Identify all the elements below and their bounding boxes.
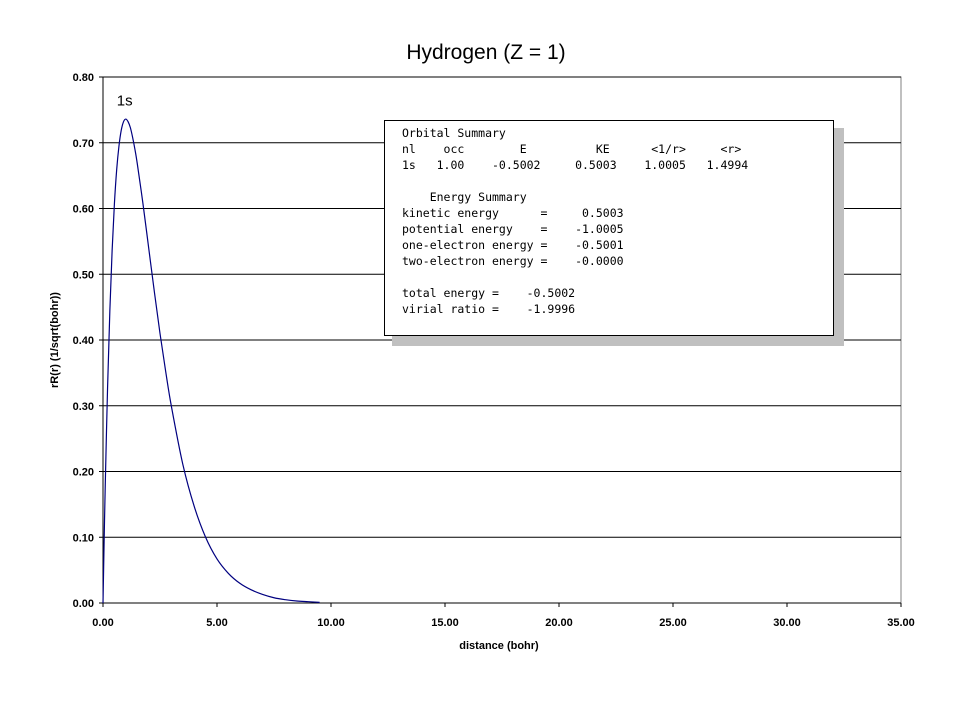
y-tick-label: 0.10 (73, 532, 94, 544)
y-tick-label: 0.70 (73, 138, 94, 150)
x-tick-label: 20.00 (545, 617, 573, 629)
y-tick-label: 0.20 (73, 467, 94, 479)
annotations: 1s (117, 92, 133, 109)
summary-line: total energy = -0.5002 (402, 286, 576, 300)
summary-line: nl occ E KE <1/r> <r> (402, 142, 742, 156)
x-axis-title: distance (bohr) (459, 640, 539, 652)
summary-line: 1s 1.00 -0.5002 0.5003 1.0005 1.4994 (402, 158, 749, 172)
chart-title: Hydrogen (Z = 1) (406, 41, 565, 64)
summary-line: potential energy = -1.0005 (402, 222, 624, 236)
summary-line: two-electron energy = -0.0000 (402, 254, 624, 268)
y-tick-label: 0.80 (73, 72, 94, 84)
annotation-label: 1s (117, 92, 133, 109)
y-tick-label: 0.00 (73, 598, 94, 610)
y-tick-label: 0.50 (73, 269, 94, 281)
summary-line: Orbital Summary (402, 126, 506, 140)
summary-line: Energy Summary (402, 190, 527, 204)
y-tick-label: 0.30 (73, 401, 94, 413)
x-tick-label: 10.00 (317, 617, 345, 629)
y-tick-label: 0.60 (73, 204, 94, 216)
summary-line (402, 269, 833, 285)
summary-lines: Orbital Summary nl occ E KE <1/r> <r> 1s 1… (402, 125, 833, 317)
x-axis-ticks: 0.00 5.00 10.00 15.00 20.00 25.00 30.00 35.00 (92, 603, 915, 629)
x-tick-label: 35.00 (887, 617, 915, 629)
x-tick-label: 0.00 (92, 617, 113, 629)
x-tick-label: 5.00 (206, 617, 227, 629)
summary-box: Orbital Summary nl occ E KE <1/r> <r> 1s 1… (384, 120, 834, 336)
x-tick-label: 25.00 (659, 617, 687, 629)
series-line-1s (102, 118, 320, 604)
x-tick-label: 30.00 (773, 617, 801, 629)
summary-line: one-electron energy = -0.5001 (402, 238, 624, 252)
y-axis-ticks: 0.00 0.10 0.20 0.30 0.40 0.50 0.60 0.70 0.80 (73, 72, 103, 610)
x-tick-label: 15.00 (431, 617, 459, 629)
summary-line (402, 173, 833, 189)
summary-line: kinetic energy = 0.5003 (402, 206, 624, 220)
summary-line: virial ratio = -1.9996 (402, 302, 576, 316)
series-group (102, 118, 320, 604)
y-tick-label: 0.40 (73, 335, 94, 347)
y-axis-title: rR(r) (1/sqrt(bohr)) (49, 292, 61, 388)
